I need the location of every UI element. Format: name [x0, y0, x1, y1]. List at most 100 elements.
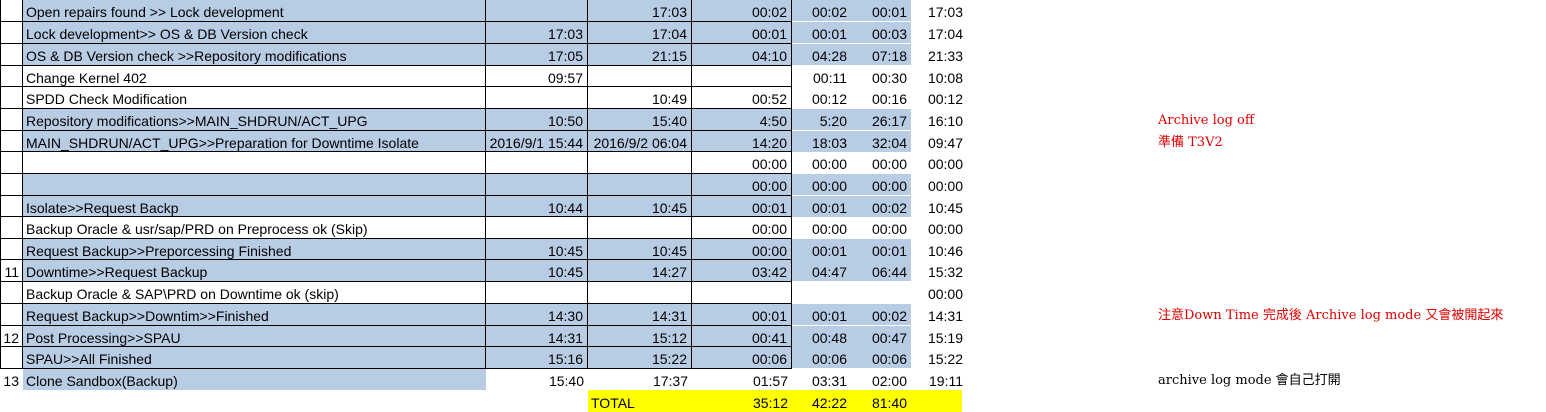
cell-v1[interactable]: 00:00 — [811, 156, 847, 172]
cell-v2[interactable]: 00:01 — [851, 0, 911, 21]
cell-v3[interactable]: 16:10 — [927, 113, 963, 129]
cell-dur[interactable]: 00:01 — [692, 304, 792, 325]
cell-task[interactable]: SPAU>>All Finished — [23, 347, 486, 368]
cell-dur[interactable]: 14:20 — [692, 131, 792, 152]
cell-start[interactable]: 2016/9/1 15:44 — [486, 131, 588, 152]
cell-num[interactable] — [0, 239, 23, 260]
cell-num[interactable] — [0, 304, 23, 325]
total-label[interactable]: TOTAL — [591, 395, 635, 411]
cell-v1[interactable]: 00:00 — [792, 174, 851, 195]
cell-v2[interactable]: 00:02 — [851, 304, 911, 325]
cell-dur[interactable]: 00:00 — [692, 152, 792, 173]
cell-v1[interactable]: 00:48 — [792, 326, 851, 347]
cell-task[interactable]: Repository modifications>>MAIN_SHDRUN/AC… — [23, 109, 486, 130]
cell-v1[interactable] — [792, 282, 851, 303]
cell-end[interactable]: 15:40 — [588, 109, 692, 130]
cell-v2[interactable]: 00:16 — [871, 91, 907, 107]
cell-v3[interactable]: 10:08 — [927, 70, 963, 86]
cell-dur[interactable]: 00:01 — [692, 196, 792, 217]
cell-v2[interactable]: 06:44 — [851, 260, 911, 281]
cell-v1[interactable]: 00:12 — [811, 91, 847, 107]
cell-dur[interactable]: 4:50 — [692, 109, 792, 130]
cell-end[interactable]: 10:45 — [588, 239, 692, 260]
cell-dur[interactable]: 00:00 — [692, 174, 792, 195]
cell-v1[interactable]: 5:20 — [792, 109, 851, 130]
cell-start[interactable]: 10:45 — [486, 260, 588, 281]
cell-dur[interactable]: 00:41 — [692, 326, 792, 347]
total-duration[interactable]: 35:12 — [752, 395, 788, 411]
cell-start[interactable]: 10:44 — [486, 196, 588, 217]
cell-end[interactable]: 10:49 — [588, 87, 692, 108]
cell-dur[interactable]: 00:00 — [692, 217, 792, 238]
cell-v1[interactable]: 04:47 — [792, 260, 851, 281]
cell-end[interactable]: 17:04 — [588, 22, 692, 43]
cell-v3[interactable]: 15:32 — [927, 264, 963, 280]
cell-v3[interactable]: 00:00 — [927, 221, 963, 237]
cell-v3[interactable]: 17:04 — [927, 26, 963, 42]
cell-dur[interactable]: 00:01 — [692, 22, 792, 43]
cell-v3[interactable]: 15:19 — [927, 330, 963, 346]
cell-end[interactable]: 10:45 — [588, 196, 692, 217]
cell-task[interactable]: Request Backup>>Downtim>>Finished — [23, 304, 486, 325]
cell-v1[interactable]: 18:03 — [792, 131, 851, 152]
cell-start[interactable] — [486, 0, 588, 21]
cell-end[interactable]: 17:03 — [588, 0, 692, 21]
cell-v2[interactable]: 00:47 — [851, 326, 911, 347]
cell-v2[interactable]: 00:30 — [871, 70, 907, 86]
cell-start[interactable]: 17:03 — [486, 22, 588, 43]
cell-num[interactable] — [0, 0, 23, 21]
cell-task[interactable]: Backup Oracle & SAP\PRD on Downtime ok (… — [23, 282, 486, 303]
cell-task[interactable]: Isolate>>Request Backp — [23, 196, 486, 217]
cell-start[interactable]: 15:16 — [486, 347, 588, 368]
cell-num[interactable] — [0, 131, 23, 152]
cell-v1[interactable]: 00:01 — [792, 239, 851, 260]
cell-num[interactable]: 12 — [3, 330, 19, 346]
cell-num[interactable] — [0, 109, 23, 130]
cell-task[interactable]: Downtime>>Request Backup — [23, 260, 486, 281]
cell-v1[interactable]: 00:00 — [811, 221, 847, 237]
cell-num[interactable] — [0, 347, 23, 368]
cell-num[interactable] — [0, 87, 23, 108]
cell-v1[interactable]: 03:31 — [811, 373, 847, 389]
cell-start[interactable]: 10:50 — [486, 109, 588, 130]
cell-task[interactable] — [23, 174, 486, 195]
cell-task[interactable]: OS & DB Version check >>Repository modif… — [23, 44, 486, 65]
cell-num[interactable] — [0, 282, 23, 303]
cell-start[interactable]: 15:40 — [548, 373, 584, 389]
cell-v1[interactable]: 00:02 — [792, 0, 851, 21]
cell-task[interactable]: Post Processing>>SPAU — [23, 326, 486, 347]
cell-v3[interactable]: 14:31 — [927, 308, 963, 324]
cell-dur[interactable]: 00:02 — [692, 0, 792, 21]
cell-dur[interactable]: 01:57 — [752, 373, 788, 389]
cell-v3[interactable]: 00:00 — [927, 286, 963, 302]
cell-end[interactable]: 14:27 — [588, 260, 692, 281]
cell-end[interactable]: 21:15 — [588, 44, 692, 65]
cell-v1[interactable]: 00:06 — [792, 347, 851, 368]
cell-num[interactable] — [0, 22, 23, 43]
cell-task[interactable] — [23, 152, 486, 173]
cell-v2[interactable] — [851, 282, 911, 303]
cell-v3[interactable]: 21:33 — [927, 48, 963, 64]
cell-v2[interactable]: 00:00 — [851, 174, 911, 195]
cell-num[interactable]: 11 — [4, 264, 19, 280]
cell-num[interactable] — [0, 152, 23, 173]
cell-num[interactable] — [0, 44, 23, 65]
cell-v2[interactable]: 00:00 — [871, 221, 907, 237]
cell-dur[interactable]: 00:00 — [692, 239, 792, 260]
cell-num[interactable]: 13 — [3, 373, 19, 389]
cell-v3[interactable]: 00:00 — [927, 178, 963, 194]
cell-task[interactable]: Open repairs found >> Lock development — [23, 0, 486, 21]
cell-num[interactable] — [0, 196, 23, 217]
cell-end[interactable] — [588, 174, 692, 195]
cell-start[interactable]: 14:31 — [486, 326, 588, 347]
cell-dur[interactable]: 00:06 — [692, 347, 792, 368]
cell-v3[interactable]: 10:45 — [927, 200, 963, 216]
cell-task[interactable]: Backup Oracle & usr/sap/PRD on Preproces… — [23, 217, 486, 238]
cell-v2[interactable]: 32:04 — [851, 131, 911, 152]
cell-start[interactable] — [486, 217, 588, 238]
cell-start[interactable] — [486, 174, 588, 195]
cell-v3[interactable]: 09:47 — [927, 135, 963, 151]
cell-end[interactable]: 14:31 — [588, 304, 692, 325]
cell-task[interactable]: SPDD Check Modification — [23, 87, 486, 108]
cell-v2[interactable]: 26:17 — [851, 109, 911, 130]
